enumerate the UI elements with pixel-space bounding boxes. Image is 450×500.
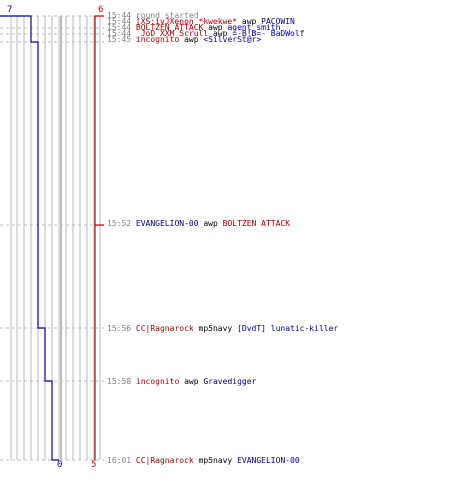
blue-bottom-count: 0	[57, 460, 62, 470]
log-timestamp: 15:44	[107, 17, 136, 26]
log-player: =-B!B=- BaDWolf	[232, 29, 305, 38]
red-top-count: 6	[98, 5, 103, 15]
log-timestamp: 15:58	[107, 377, 136, 386]
log-entry: 16:01 CC|Ragnarock mp5navy EVANGELION-00	[107, 457, 300, 465]
log-timestamp: 16:01	[107, 456, 136, 465]
log-weapon: awp	[208, 29, 233, 38]
log-entry: 15:44 [XS:ivJXenon *kwekwe* awp PACOWIN	[107, 18, 295, 26]
log-weapon: awp	[179, 35, 204, 44]
grid-lines	[10, 16, 101, 460]
log-timestamp: 15:44	[107, 11, 136, 20]
log-weapon: mp5navy	[193, 324, 238, 333]
alive-lines	[0, 15, 104, 461]
log-player: CC|Ragnarock	[135, 324, 194, 333]
log-player: BOLTZEN ATTACK	[222, 219, 291, 228]
log-entry: 15:56 CC|Ragnarock mp5navy [DvdT] lunati…	[107, 325, 338, 333]
log-timestamp: 15:44	[107, 29, 136, 38]
log-player: [DvdT] lunatic-killer	[237, 324, 339, 333]
log-player: BOLTZEN ATTACK	[135, 23, 204, 32]
log-entry: 15:44 round started	[107, 12, 199, 20]
log-weapon: awp	[237, 17, 262, 26]
log-weapon: mp5navy	[193, 456, 238, 465]
log-player: <SilverSt@r>	[203, 35, 262, 44]
log-weapon: awp	[179, 377, 204, 386]
log-entry: 15:44 _JoD_XXM_Scrull awp =-B!B=- BaDWol…	[107, 30, 305, 38]
log-entry: 15:44 BOLTZEN ATTACK awp agent_smith	[107, 24, 280, 32]
log-player: incognito	[135, 377, 180, 386]
log-player: Gravedigger	[203, 377, 257, 386]
blue-top-count: 7	[7, 5, 12, 15]
log-timestamp: 15:56	[107, 324, 136, 333]
log-entry: 15:58 incognito awp Gravedigger	[107, 378, 256, 386]
log-weapon: awp	[203, 23, 228, 32]
log-note: round started	[135, 11, 199, 20]
log-player: agent_smith	[227, 23, 281, 32]
red-alive-line	[94, 15, 104, 460]
log-weapon: awp	[198, 219, 223, 228]
log-player: incognito	[135, 35, 180, 44]
log-player: PACOWIN	[261, 17, 295, 26]
blue-alive-line	[0, 15, 59, 461]
log-player: [XS:ivJXenon *kwekwe*	[135, 17, 238, 26]
log-timestamp: 15:45	[107, 35, 136, 44]
log-player: CC|Ragnarock	[135, 456, 194, 465]
log-entry: 15:45 incognito awp <SilverSt@r>	[107, 36, 261, 44]
event-dash-lines	[0, 15, 104, 461]
log-player: EVANGELION-00	[135, 219, 199, 228]
log-player: EVANGELION-00	[237, 456, 300, 465]
log-entry: 15:52 EVANGELION-00 awp BOLTZEN ATTACK	[107, 220, 290, 228]
log-player: _JoD_XXM_Scrull	[135, 29, 209, 38]
red-bottom-count: 5	[91, 460, 96, 470]
log-timestamp: 15:44	[107, 23, 136, 32]
log-timestamp: 15:52	[107, 219, 136, 228]
